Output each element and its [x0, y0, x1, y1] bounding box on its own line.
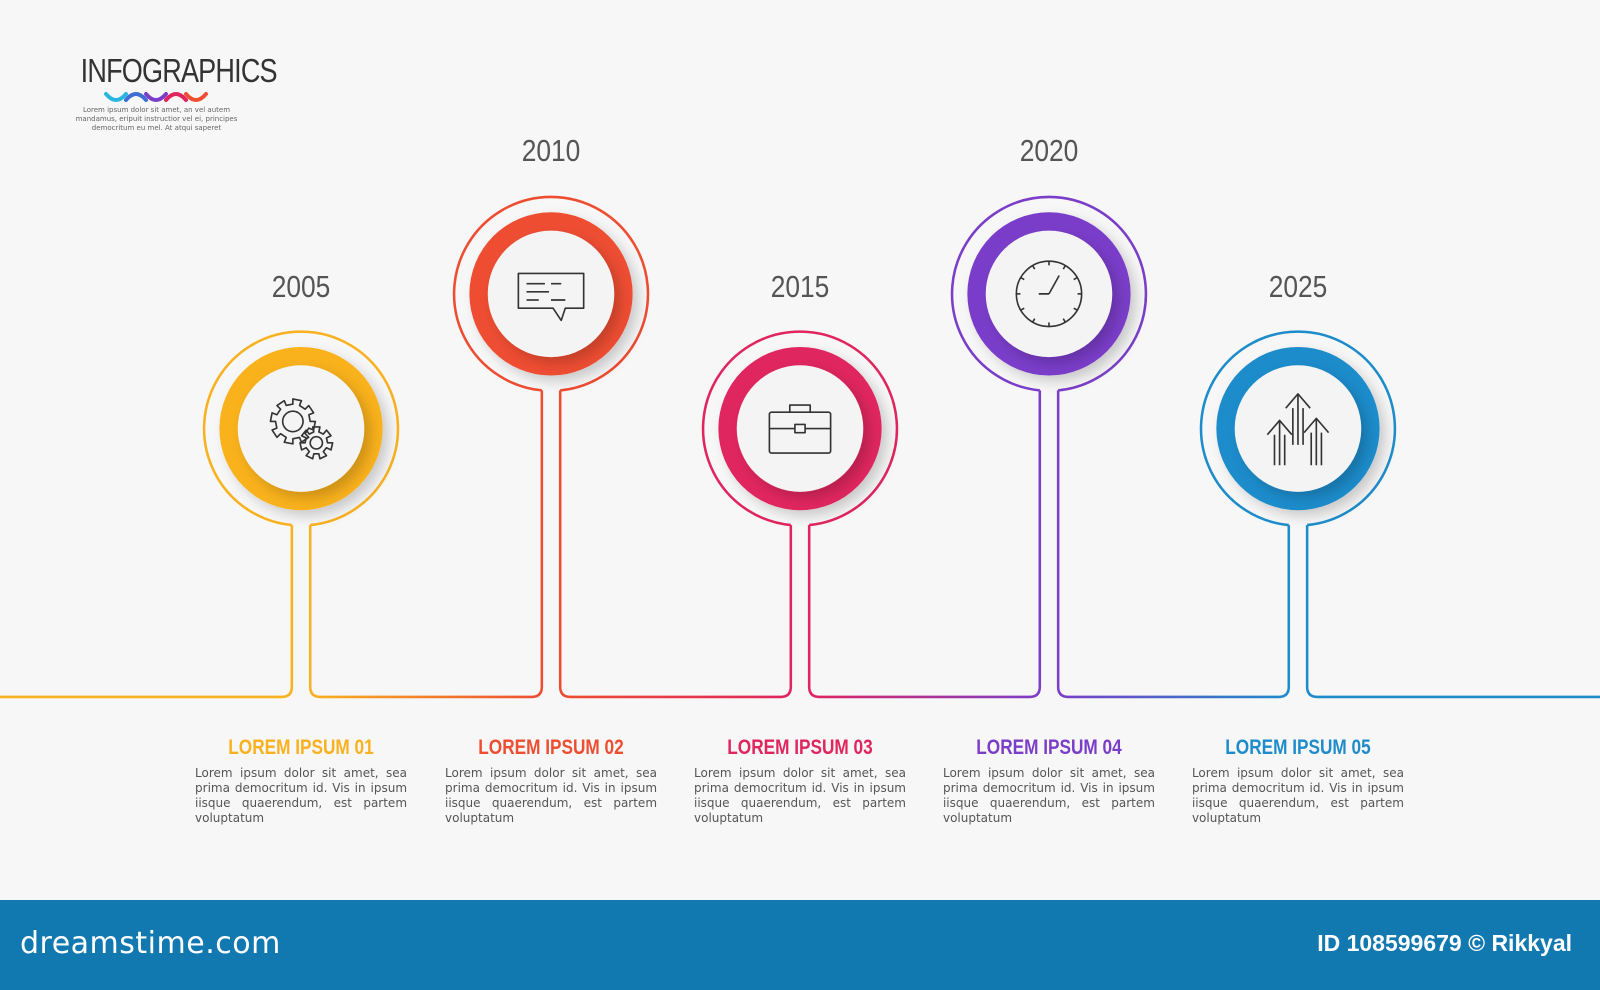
timeline-line-end: [1305, 525, 1600, 699]
year-label: 2020: [1019, 132, 1079, 168]
step-description-1: LOREM IPSUM 01 Lorem ipsum dolor sit amet…: [195, 736, 407, 826]
timeline-node-4: [950, 195, 1148, 392]
year-label: 2010: [521, 132, 581, 168]
step-title: LOREM IPSUM 01: [228, 736, 374, 759]
clock-icon: [1015, 260, 1083, 328]
step-title: LOREM IPSUM 04: [976, 736, 1122, 759]
gears-icon: [269, 398, 334, 460]
year-label: 2025: [1268, 269, 1328, 305]
image-credit: ID 108599679 © Rikkyal: [1317, 930, 1572, 956]
brand-logo[interactable]: dreamstime.com: [20, 926, 281, 961]
year-label: 2005: [271, 269, 331, 305]
logo-description: Lorem ipsum dolor sit amet, an vel autem…: [75, 106, 238, 132]
timeline-node-5: [1199, 330, 1397, 527]
step-description-5: LOREM IPSUM 05 Lorem ipsum dolor sit amet…: [1192, 736, 1404, 826]
timeline-infographic: [0, 195, 1600, 699]
logo-title: INFOGRAPHICS: [80, 52, 278, 89]
node-outline-ring: [452, 195, 650, 392]
node-white-disc: [487, 230, 615, 358]
timeline-connector: [807, 390, 1042, 699]
node-outline-ring: [950, 195, 1148, 392]
briefcase-icon: [768, 404, 832, 454]
step-text: Lorem ipsum dolor sit amet, sea prima de…: [942, 766, 1155, 825]
step-text: Lorem ipsum dolor sit amet, sea prima de…: [195, 766, 408, 825]
timeline-connector: [558, 390, 793, 699]
node-outline-ring: [202, 330, 400, 527]
chat-icon: [517, 272, 585, 322]
footer-bar: dreamstime.com ID 108599679 © Rikkyal: [0, 900, 1600, 990]
logo-wave-icon: [104, 92, 208, 102]
timeline-node-2: [452, 195, 650, 392]
node-outline-ring: [1199, 330, 1397, 527]
timeline-connector: [308, 390, 544, 699]
node-outline-ring: [701, 330, 899, 527]
step-title: LOREM IPSUM 02: [478, 736, 624, 759]
timeline-node-3: [701, 330, 899, 527]
arrows-up-icon: [1266, 393, 1330, 466]
step-text: Lorem ipsum dolor sit amet, sea prima de…: [694, 766, 906, 825]
timeline-connector: [1056, 390, 1291, 699]
logo-block: INFOGRAPHICS Lorem ipsum dolor sit amet,…: [64, 52, 278, 133]
step-title: LOREM IPSUM 03: [727, 736, 873, 759]
timeline-line-start: [0, 525, 294, 699]
step-description-2: LOREM IPSUM 02 Lorem ipsum dolor sit amet…: [445, 736, 657, 826]
node-white-disc: [736, 365, 864, 492]
step-text: Lorem ipsum dolor sit amet, sea prima de…: [1191, 766, 1404, 825]
year-label: 2015: [770, 269, 830, 305]
step-description-4: LOREM IPSUM 04 Lorem ipsum dolor sit amet…: [943, 736, 1155, 826]
timeline-node-1: [202, 330, 400, 527]
step-text: Lorem ipsum dolor sit amet, sea prima de…: [445, 766, 658, 825]
timeline-graphic: [0, 195, 1600, 699]
step-description-3: LOREM IPSUM 03 Lorem ipsum dolor sit amet…: [694, 736, 906, 826]
step-title: LOREM IPSUM 05: [1225, 736, 1371, 759]
